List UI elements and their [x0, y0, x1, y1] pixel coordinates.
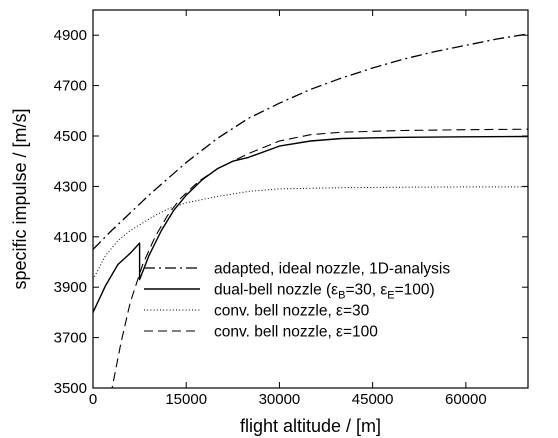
y-tick-label: 3700: [54, 330, 87, 347]
series-line-solid: [93, 135, 528, 313]
y-axis-label: specific impulse / [m/s]: [10, 108, 30, 289]
legend-label: conv. bell nozzle, ε=30: [214, 303, 370, 320]
y-tick-label: 3500: [54, 380, 87, 397]
series-line-dashdot: [93, 33, 528, 250]
y-tick-label: 4500: [54, 128, 87, 145]
series-line-dotted: [93, 186, 528, 280]
legend-label: conv. bell nozzle, ε=100: [214, 324, 378, 341]
x-tick-label: 45000: [352, 391, 394, 408]
x-tick-label: 0: [89, 391, 97, 408]
legend: adapted, ideal nozzle, 1D-analysis dual-b…: [144, 261, 450, 341]
x-tick-label: 60000: [445, 391, 487, 408]
y-tick-label: 4300: [54, 178, 87, 195]
axis-ticks: 0 15000 30000 45000 60000 3500 3700 3900 4100 430…: [54, 10, 528, 408]
y-tick-label: 4900: [54, 27, 87, 44]
y-tick-label: 4100: [54, 229, 87, 246]
plot-lines: [93, 33, 528, 388]
legend-label: dual-bell nozzle (εB=30, εE=100): [214, 282, 435, 302]
legend-label-part: =30, ε: [345, 282, 387, 299]
x-tick-label: 15000: [165, 391, 207, 408]
legend-label-part: dual-bell nozzle (ε: [214, 282, 338, 299]
x-axis-label: flight altitude / [m]: [240, 416, 381, 436]
legend-label-part: B: [338, 290, 345, 302]
legend-label-part: =100): [395, 282, 435, 299]
legend-label-part: E: [387, 290, 394, 302]
x-tick-label: 30000: [259, 391, 301, 408]
legend-label: adapted, ideal nozzle, 1D-analysis: [214, 261, 450, 278]
y-tick-label: 3900: [54, 279, 87, 296]
series-line-dashed: [111, 128, 528, 388]
y-tick-label: 4700: [54, 78, 87, 95]
plot-frame: [92, 9, 529, 389]
